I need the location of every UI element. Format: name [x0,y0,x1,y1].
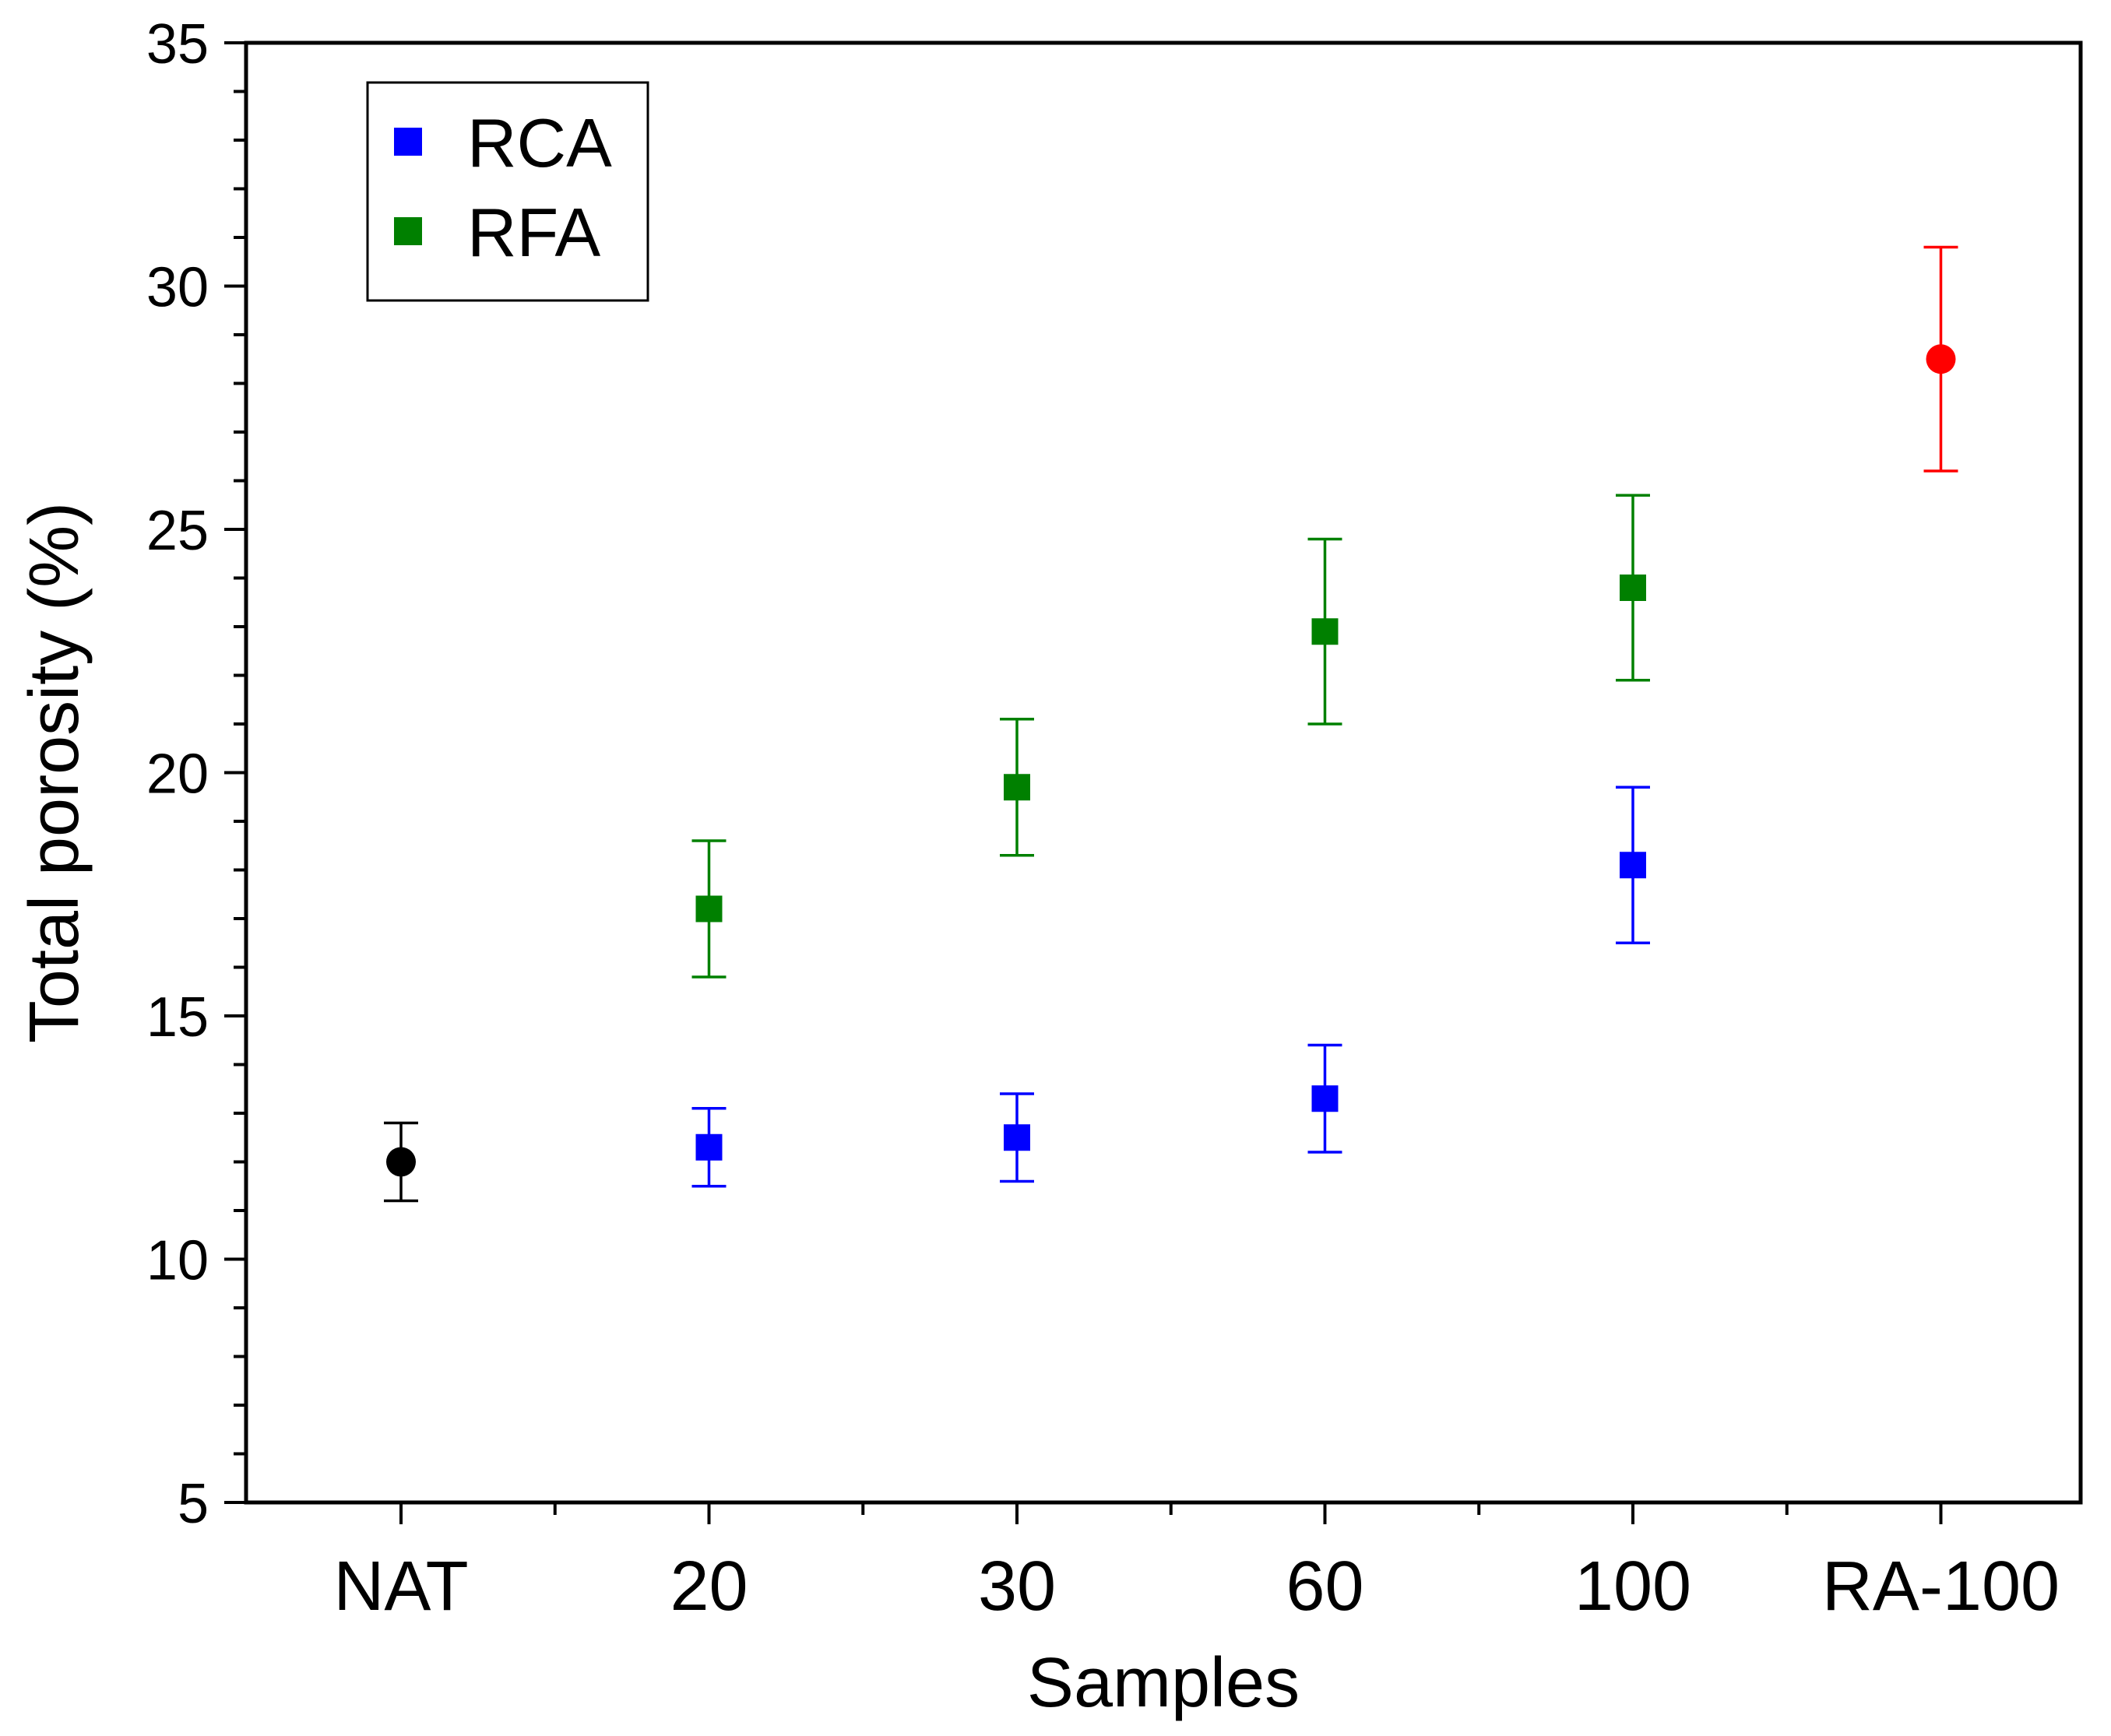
y-tick-label: 10 [146,1230,209,1292]
data-marks [384,245,1958,1203]
x-tick-label: 30 [978,1548,1056,1625]
y-tick-label: 25 [146,500,209,562]
series-rca [691,785,1650,1188]
data-point [695,895,723,922]
y-tick-label: 30 [146,257,209,319]
data-point [1311,1085,1339,1112]
data-point [1620,852,1646,879]
legend: RCA RFA [366,81,649,302]
legend-label-rca: RCA [467,104,612,181]
y-tick-label: 35 [146,13,209,76]
data-point [695,1133,723,1161]
x-tick-label: 20 [670,1548,748,1625]
y-tick-label: 15 [146,986,209,1049]
legend-box [366,81,649,302]
series-nat [384,1121,418,1203]
legend-marker-rfa [394,217,422,245]
data-point [1620,575,1646,601]
x-tick-label: RA-100 [1822,1548,2060,1625]
x-axis-title: Samples [1027,1644,1300,1722]
data-point [386,1147,416,1177]
y-tick-label: 5 [178,1473,209,1535]
data-point [1004,774,1030,801]
y-axis-title: Total porosity (%) [16,502,93,1043]
legend-marker-rca [394,128,422,156]
legend-label-rfa: RFA [467,194,600,271]
x-tick-label: 100 [1574,1548,1691,1625]
data-point [1311,618,1339,645]
y-tick-label: 20 [146,743,209,806]
series-ra-100 [1923,245,1958,473]
x-tick-label: 60 [1286,1548,1363,1625]
series-rfa [691,494,1650,979]
y-ticks: 5 10 15 20 25 30 35 [146,13,246,1535]
x-tick-label: NAT [333,1548,468,1625]
x-ticks: NAT 20 30 60 100 RA-100 [333,1502,2060,1625]
data-point [1004,1124,1030,1151]
data-point [1926,344,1956,374]
